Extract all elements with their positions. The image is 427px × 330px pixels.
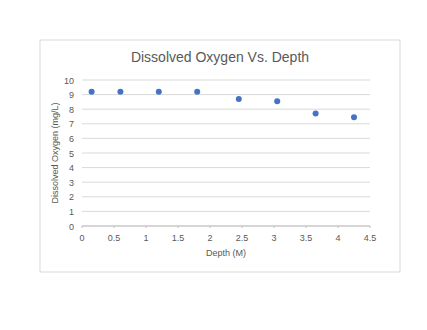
y-axis-label: Dissolved Oxygen (mg/L) bbox=[50, 102, 60, 203]
x-tick bbox=[210, 226, 211, 228]
grid-line bbox=[82, 167, 370, 168]
grid-line bbox=[82, 182, 370, 183]
y-tick-label: 8 bbox=[69, 105, 74, 115]
x-tick-label: 0.5 bbox=[108, 233, 121, 243]
x-tick bbox=[370, 226, 371, 228]
x-tick bbox=[146, 226, 147, 228]
points bbox=[89, 89, 357, 121]
x-axis-label: Depth (M) bbox=[206, 248, 246, 258]
y-tick-label: 0 bbox=[69, 222, 74, 232]
x-tick-label: 2 bbox=[207, 233, 212, 243]
x-tick bbox=[338, 226, 339, 228]
y-tick-label: 1 bbox=[69, 207, 74, 217]
x-tick bbox=[82, 226, 83, 228]
chart-svg: 0 1 2 3 4 5 6 7 8 9 10 0 0.5 1 1.5 2 2.5 3 3.5 4 4.5 Dissolve… bbox=[0, 0, 427, 330]
y-tick-label: 2 bbox=[69, 192, 74, 202]
grid-line bbox=[82, 226, 370, 227]
grid-line bbox=[82, 80, 370, 81]
chart-container: 0 1 2 3 4 5 6 7 8 9 10 0 0.5 1 1.5 2 2.5 3 3.5 4 4.5 Dissolve… bbox=[0, 0, 427, 330]
data-point bbox=[351, 114, 357, 120]
y-tick-label: 6 bbox=[69, 134, 74, 144]
chart-title: Dissolved Oxygen Vs. Depth bbox=[131, 49, 309, 65]
data-point bbox=[274, 98, 280, 104]
data-point bbox=[194, 89, 200, 95]
grid-line bbox=[82, 123, 370, 124]
y-tick-label: 4 bbox=[69, 163, 74, 173]
y-tick-label: 3 bbox=[69, 178, 74, 188]
x-tick-label: 3 bbox=[271, 233, 276, 243]
x-tick bbox=[242, 226, 243, 228]
x-tick-label: 1.5 bbox=[172, 233, 185, 243]
data-point bbox=[156, 89, 162, 95]
data-point bbox=[313, 111, 319, 117]
grid-line bbox=[82, 196, 370, 197]
x-tick bbox=[178, 226, 179, 228]
x-tick-label: 1 bbox=[143, 233, 148, 243]
data-point bbox=[236, 96, 242, 102]
y-tick-label: 10 bbox=[64, 76, 74, 86]
data-point bbox=[117, 89, 123, 95]
data-point bbox=[89, 89, 95, 95]
y-tick-label: 7 bbox=[69, 119, 74, 129]
x-tick-label: 4.5 bbox=[364, 233, 377, 243]
y-tick-label: 5 bbox=[69, 149, 74, 159]
grid-line bbox=[82, 94, 370, 95]
x-tick-label: 2.5 bbox=[236, 233, 249, 243]
grid-line bbox=[82, 109, 370, 110]
grid-line bbox=[82, 138, 370, 139]
x-tick bbox=[274, 226, 275, 228]
y-tick-label: 9 bbox=[69, 90, 74, 100]
x-tick-label: 4 bbox=[335, 233, 340, 243]
x-axis-line bbox=[82, 226, 370, 227]
x-tick-label: 3.5 bbox=[300, 233, 313, 243]
grid-line bbox=[82, 211, 370, 212]
x-tick bbox=[114, 226, 115, 228]
x-tick-label: 0 bbox=[79, 233, 84, 243]
grid-line bbox=[82, 153, 370, 154]
x-tick bbox=[306, 226, 307, 228]
chart-frame bbox=[40, 40, 400, 272]
